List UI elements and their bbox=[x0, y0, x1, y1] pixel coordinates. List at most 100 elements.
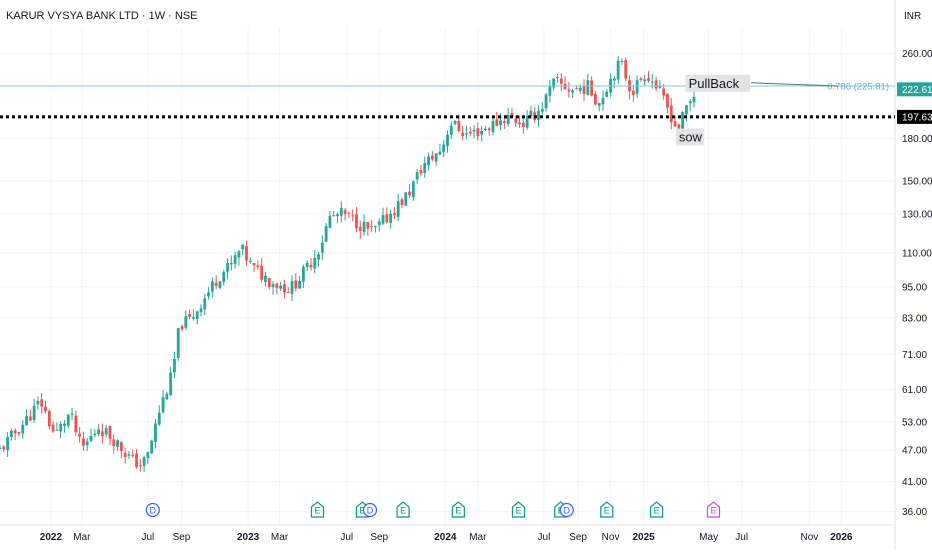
candle-body bbox=[415, 172, 419, 180]
candle-body bbox=[559, 78, 563, 84]
candle-body bbox=[21, 424, 25, 434]
candle-body bbox=[286, 292, 290, 294]
candle-body bbox=[301, 266, 305, 282]
candle-body bbox=[658, 86, 662, 88]
x-tick-label: 2025 bbox=[632, 532, 655, 543]
currency-label: INR bbox=[904, 11, 922, 22]
earnings-icon bbox=[310, 501, 325, 518]
candle-body bbox=[404, 192, 408, 206]
x-tick-label: Sep bbox=[370, 532, 388, 543]
candle-body bbox=[93, 433, 97, 436]
y-tick-label: 130.00 bbox=[902, 210, 932, 221]
candle-body bbox=[544, 94, 548, 109]
symbol-title[interactable]: KARUR VYSYA BANK LTD · 1W · NSE bbox=[6, 10, 198, 22]
x-tick-label: Jul bbox=[735, 532, 748, 543]
x-tick-label: Jul bbox=[340, 532, 353, 543]
candle-body bbox=[446, 134, 449, 147]
candle-body bbox=[362, 221, 366, 232]
price-axis[interactable]: 260.00 180.00 150.00 130.00 110.00 95.00 83.00… bbox=[902, 49, 932, 518]
candle-body bbox=[662, 88, 666, 96]
candle-body bbox=[377, 221, 381, 226]
candle-body bbox=[677, 124, 681, 132]
candle-body bbox=[423, 163, 427, 174]
y-tick-label: 150.00 bbox=[902, 176, 932, 187]
candle-body bbox=[184, 316, 188, 328]
candle-body bbox=[13, 430, 17, 434]
candle-body bbox=[339, 208, 343, 216]
x-tick-label: Nov bbox=[801, 532, 819, 543]
x-tick-label: Mar bbox=[271, 532, 289, 543]
candle-body bbox=[400, 199, 404, 205]
candle-body bbox=[385, 214, 389, 223]
candle-body bbox=[396, 201, 400, 217]
candle-body bbox=[271, 284, 275, 288]
event-letter: D bbox=[150, 506, 157, 516]
candle-body bbox=[165, 393, 169, 400]
candle-body bbox=[135, 453, 138, 468]
earnings-icon bbox=[396, 501, 410, 518]
candle-body bbox=[556, 77, 559, 79]
x-tick-label: 2024 bbox=[434, 532, 457, 543]
annotation-sow: sow bbox=[679, 130, 703, 145]
candle-body bbox=[597, 102, 601, 106]
y-tick-label: 260.00 bbox=[902, 49, 932, 60]
candle-body bbox=[66, 414, 70, 426]
x-tick-label: 2023 bbox=[237, 532, 260, 543]
event-letter: E bbox=[359, 506, 365, 516]
candle-body bbox=[294, 280, 298, 289]
candle-body bbox=[430, 155, 434, 160]
candle-body bbox=[82, 438, 85, 446]
candle-body bbox=[355, 214, 358, 229]
candle-body bbox=[199, 308, 203, 313]
candle-body bbox=[434, 153, 438, 162]
candle-body bbox=[548, 85, 552, 96]
candle-body bbox=[264, 275, 267, 282]
candle-body bbox=[685, 105, 688, 115]
candle-body bbox=[442, 144, 446, 153]
candle-body bbox=[25, 416, 28, 426]
x-tick-label: Mar bbox=[73, 532, 91, 543]
candle-body bbox=[408, 191, 411, 196]
dividend-icon bbox=[362, 502, 378, 518]
candle-body bbox=[241, 244, 245, 250]
candle-body bbox=[28, 416, 32, 421]
event-letter: E bbox=[654, 506, 660, 516]
candle-body bbox=[575, 88, 578, 90]
candle-body bbox=[157, 412, 161, 425]
candle-body bbox=[2, 446, 6, 450]
annotation-pullback: PullBack bbox=[689, 76, 740, 91]
candle-body bbox=[169, 372, 173, 396]
candle-body bbox=[248, 260, 252, 262]
candle-body bbox=[131, 454, 135, 456]
candle-body bbox=[100, 431, 104, 437]
candle-body bbox=[222, 271, 226, 282]
candle-body bbox=[563, 83, 567, 90]
candle-body bbox=[427, 156, 430, 166]
candle-body bbox=[252, 263, 256, 266]
candle-body bbox=[233, 255, 237, 264]
candle-body bbox=[571, 90, 575, 93]
candle-body bbox=[78, 433, 82, 437]
candle-body bbox=[328, 215, 332, 228]
candle-body bbox=[336, 214, 339, 217]
x-tick-label: Nov bbox=[602, 532, 620, 543]
candle-body bbox=[47, 411, 51, 427]
candle-body bbox=[347, 212, 351, 214]
earnings-icon bbox=[600, 501, 614, 518]
dividend-icon bbox=[145, 502, 160, 518]
x-tick-label: 2026 bbox=[830, 532, 853, 543]
candle-body bbox=[119, 442, 123, 451]
candle-body bbox=[256, 265, 260, 268]
event-letter: D bbox=[563, 506, 570, 516]
candle-body bbox=[578, 87, 582, 91]
candle-body bbox=[510, 113, 514, 117]
candle-body bbox=[229, 263, 233, 265]
candle-body bbox=[188, 314, 192, 317]
dividend-icon bbox=[559, 502, 574, 518]
candle-body bbox=[616, 60, 620, 80]
time-axis[interactable]: 2022 Mar Jul Sep 2023 Mar Jul Sep 2024 Mar Jul Sep N… bbox=[40, 532, 853, 543]
candle-body bbox=[518, 122, 521, 125]
candle-body bbox=[552, 78, 556, 88]
